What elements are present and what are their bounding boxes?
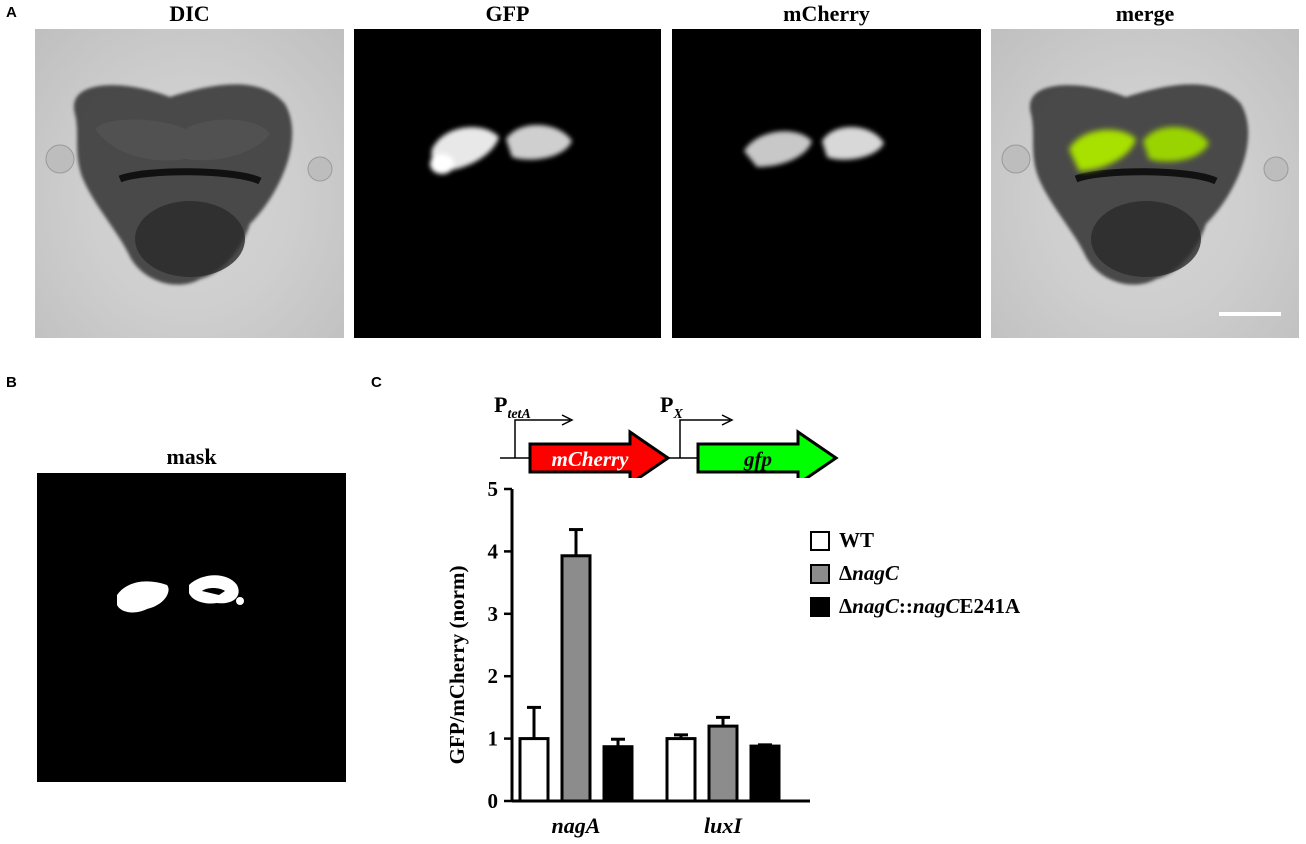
x-tick-label: luxI bbox=[704, 813, 743, 838]
title-mcherry: mCherry bbox=[783, 1, 870, 26]
y-tick-label: 3 bbox=[488, 602, 499, 626]
y-tick-label: 1 bbox=[488, 727, 499, 751]
construct-diagram: PtetA PX mCherry gfp bbox=[494, 392, 839, 478]
gfp-image bbox=[354, 29, 661, 338]
mcherry-image bbox=[672, 29, 981, 338]
title-dic: DIC bbox=[169, 1, 210, 26]
legend-item: ΔnagC::nagCE241A bbox=[810, 594, 1080, 618]
bar-chart: 0 1 2 3 4 5 nagA luxI GFP/mCherry (norm) bbox=[445, 477, 810, 838]
legend-swatch bbox=[810, 596, 830, 617]
bar bbox=[518, 737, 550, 803]
bar bbox=[560, 554, 592, 803]
mcherry-gene-arrow bbox=[528, 429, 671, 478]
bar bbox=[665, 737, 697, 803]
legend-item: WT bbox=[810, 528, 1080, 552]
title-gfp: GFP bbox=[485, 1, 530, 26]
x-tick-label: nagA bbox=[552, 813, 601, 838]
legend-item: ΔnagC bbox=[810, 561, 1080, 585]
mask-image bbox=[37, 473, 346, 782]
y-axis-label: GFP/mCherry (norm) bbox=[445, 566, 469, 765]
legend-label: WT bbox=[839, 528, 875, 552]
y-tick-label: 5 bbox=[488, 477, 499, 501]
gene-gfp-label: gfp bbox=[743, 447, 772, 471]
legend-label: ΔnagC bbox=[839, 561, 899, 585]
y-tick-label: 4 bbox=[488, 539, 499, 563]
promoter-tetA-label: PtetA bbox=[494, 392, 531, 422]
legend-swatch bbox=[810, 530, 830, 551]
promoter-x-label: PX bbox=[660, 392, 683, 422]
bar bbox=[749, 744, 781, 803]
gene-mcherry-label: mCherry bbox=[551, 447, 629, 471]
panel-label-c: C bbox=[371, 374, 382, 391]
dic-image bbox=[35, 29, 344, 338]
y-tick-label: 0 bbox=[488, 789, 499, 813]
bar bbox=[602, 745, 634, 803]
legend-swatch bbox=[810, 563, 830, 584]
y-tick-label: 2 bbox=[488, 664, 499, 688]
title-mask: mask bbox=[166, 444, 217, 469]
bar bbox=[707, 724, 739, 803]
gfp-gene-arrow bbox=[696, 429, 839, 478]
merge-image bbox=[991, 29, 1299, 338]
panel-label-b: B bbox=[6, 374, 17, 391]
title-merge: merge bbox=[1115, 1, 1175, 26]
panel-label-a: A bbox=[6, 4, 17, 21]
scale-bar bbox=[1219, 312, 1281, 316]
legend-label: ΔnagC::nagCE241A bbox=[839, 594, 1021, 618]
